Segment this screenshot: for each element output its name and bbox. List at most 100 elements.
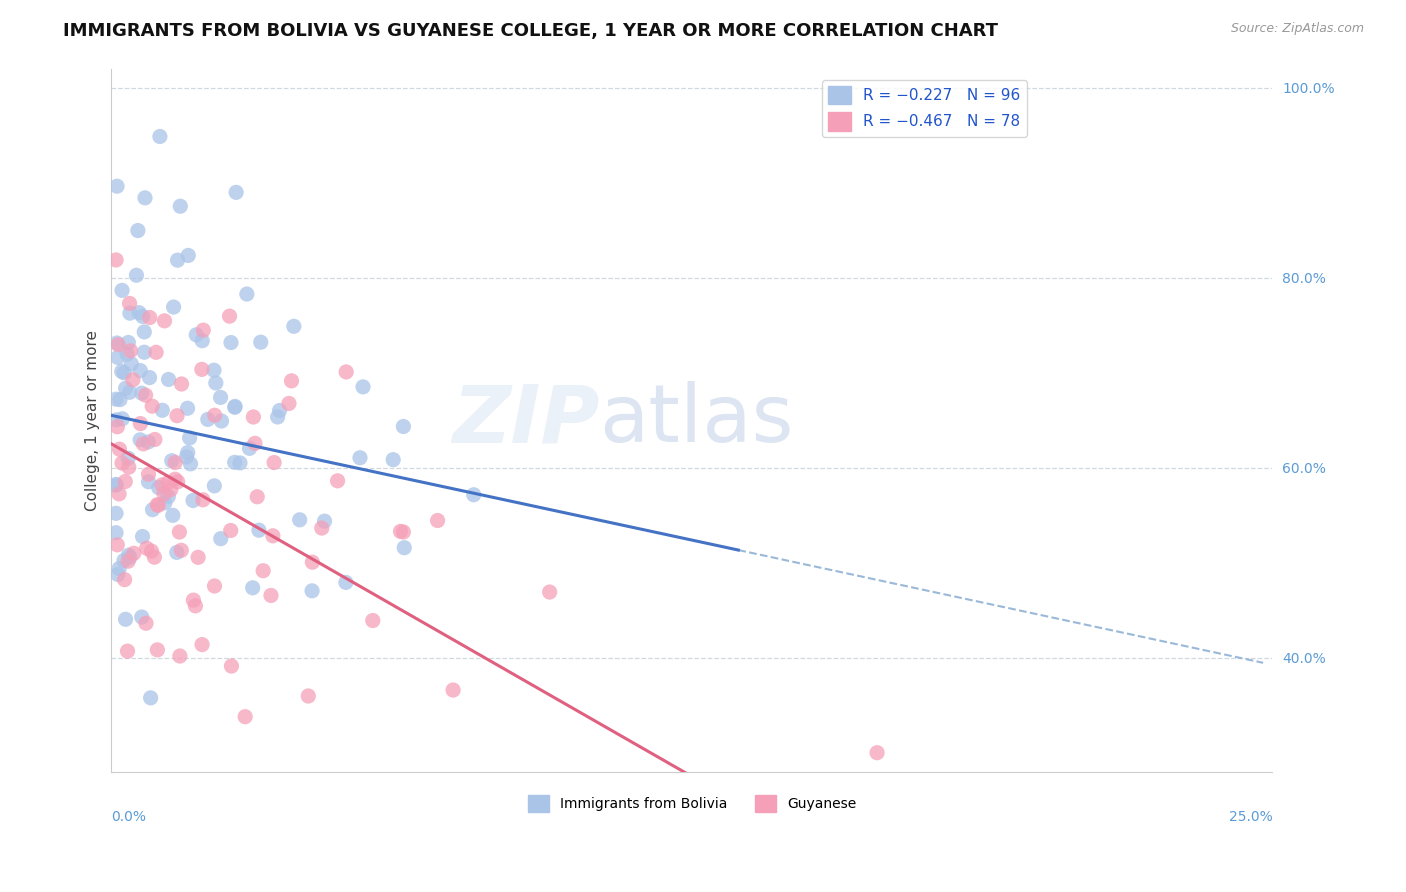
Point [326,474,349,488]
Point [165,455,187,469]
Point [335,365,357,379]
Text: 0.0%: 0.0% [111,810,146,824]
Point [162,300,184,314]
Point [105,506,128,520]
Point [211,414,233,428]
Point [148,481,170,495]
Point [131,310,153,324]
Point [426,514,449,528]
Point [162,508,184,523]
Point [135,541,157,556]
Point [166,253,188,268]
Point [122,546,145,560]
Point [131,529,153,543]
Point [115,347,138,361]
Point [166,545,188,559]
Point [236,287,259,301]
Point [177,248,200,262]
Point [176,450,198,464]
Point [166,475,188,489]
Text: Source: ZipAtlas.com: Source: ZipAtlas.com [1230,22,1364,36]
Point [107,567,129,582]
Point [349,450,371,465]
Point [114,612,136,626]
Point [136,434,159,449]
Point [143,433,166,447]
Point [229,456,252,470]
Point [132,437,155,451]
Point [135,388,157,402]
Point [112,366,135,380]
Point [108,487,131,501]
Point [148,499,170,513]
Point [204,579,226,593]
Point [105,538,128,552]
Point [118,550,141,565]
Point [160,454,183,468]
Point [129,433,152,447]
Point [120,357,142,371]
Point [138,370,160,384]
Point [108,442,131,457]
Point [205,376,228,390]
Point [288,513,311,527]
Point [108,561,131,575]
Point [263,456,285,470]
Point [169,648,191,663]
Point [242,581,264,595]
Point [117,644,139,658]
Point [179,431,201,445]
Point [157,372,180,386]
Point [183,593,205,607]
Point [114,475,136,489]
Point [260,589,283,603]
Point [149,129,172,144]
Point [111,412,134,426]
Point [238,442,260,456]
Point [269,403,291,417]
Point [117,451,139,466]
Point [105,392,128,407]
Point [180,457,202,471]
Point [118,296,141,310]
Point [105,413,128,427]
Text: atlas: atlas [599,381,793,459]
Point [538,585,561,599]
Point [266,409,288,424]
Point [382,452,405,467]
Point [233,709,256,723]
Point [209,391,232,405]
Point [118,306,141,320]
Point [153,314,176,328]
Point [134,191,156,205]
Point [146,643,169,657]
Legend: R = −0.227   N = 96, R = −0.467   N = 78: R = −0.227 N = 96, R = −0.467 N = 78 [823,79,1026,136]
Point [297,689,319,703]
Point [392,524,415,539]
Point [191,334,214,348]
Point [135,616,157,631]
Point [129,363,152,377]
Point [225,186,247,200]
Point [141,502,163,516]
Point [105,477,128,491]
Point [150,478,173,492]
Point [169,524,191,539]
Point [197,412,219,426]
Point [131,386,153,401]
Point [111,284,134,298]
Point [204,409,226,423]
Point [224,401,246,415]
Point [866,746,889,760]
Point [134,325,156,339]
Point [169,199,191,213]
Point [219,524,242,538]
Point [105,478,128,492]
Point [134,345,156,359]
Point [138,310,160,325]
Point [170,543,193,558]
Point [118,385,141,400]
Point [105,525,128,540]
Point [117,548,139,562]
Point [311,521,333,535]
